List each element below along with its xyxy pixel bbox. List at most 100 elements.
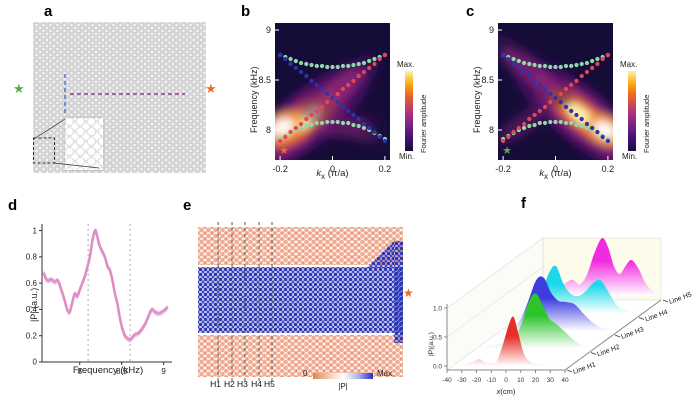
dots-bulk-band-upper (278, 52, 387, 70)
band-dot (584, 121, 590, 127)
phononic-lattice-photo (33, 22, 206, 173)
c-colorbar-label: Fourier amplitude (642, 94, 651, 153)
y-tick-label: 0.2 (26, 331, 38, 340)
c-x-axis-label: kx (π/a) (498, 168, 613, 181)
x-tick-label: -0.2 (495, 164, 511, 174)
dots-edge-state-blue (501, 52, 610, 144)
band-dot (563, 86, 569, 92)
band-dot (511, 129, 516, 135)
b-colorbar-min: Min. (399, 152, 415, 161)
c-xlabel-k: k (539, 168, 545, 179)
band-dot (574, 122, 579, 128)
band-dot (314, 120, 319, 126)
x-tick-label: -0.2 (272, 164, 288, 174)
band-dot (372, 61, 377, 67)
band-dot (548, 91, 553, 97)
b-colorbar-label: Fourier amplitude (419, 94, 428, 153)
depth-tick (662, 299, 669, 303)
dispersion-heatmap-b: 9 8.5 8 -0.2 0 0.2 ★ (258, 23, 391, 174)
band-dot (330, 119, 335, 125)
band-dot (600, 56, 605, 62)
band-dot (516, 65, 521, 71)
band-dot (330, 64, 335, 70)
b-xlabel-k: k (316, 168, 322, 179)
band-dot (501, 52, 506, 58)
y-tick-label: 1.0 (433, 305, 442, 312)
b-colorbar (405, 71, 413, 151)
line-label-Line-H3: Line H3 (620, 326, 645, 341)
band-dot (506, 56, 511, 62)
band-dot (579, 73, 584, 79)
x-tick-label: 40 (561, 377, 569, 384)
band-dot (340, 104, 346, 110)
in-plot-star: ★ (502, 145, 512, 157)
band-dot (537, 63, 542, 69)
e-colorbar-title: |P| (338, 382, 348, 391)
band-dot (361, 60, 367, 66)
band-dot (377, 134, 382, 140)
band-dot (351, 62, 356, 68)
ridge-Line-H5 (543, 237, 661, 296)
c-colorbar (628, 71, 636, 151)
band-dot (574, 78, 579, 84)
pressure-spectrum-curve (42, 229, 169, 341)
band-dot (527, 61, 532, 67)
heat-glow (339, 121, 378, 143)
panel-label-f: f (521, 195, 526, 212)
ridge-Line-H1 (447, 316, 565, 366)
band-dot (325, 91, 330, 97)
y-tick-label: 0.4 (26, 305, 38, 314)
heat-glow (316, 67, 365, 109)
band-dot (319, 104, 325, 110)
band-dot (304, 61, 309, 67)
band-dot (283, 56, 288, 62)
band-dot (288, 61, 293, 67)
band-dot (309, 112, 314, 118)
band-dot (563, 104, 569, 110)
d-x-axis-label: Frequency (kHz) (72, 365, 144, 376)
band-dot (548, 64, 553, 70)
orange-star-marker: ★ (205, 81, 217, 96)
band-dot (521, 121, 527, 127)
c-colorbar-max: Max. (620, 60, 638, 69)
inset-connector-top (33, 118, 66, 140)
band-dot (304, 73, 309, 79)
h-line-label-H5: H5 (264, 379, 275, 389)
band-dot (590, 58, 595, 64)
band-dot (569, 108, 574, 114)
depth-tick (566, 369, 573, 373)
band-dot (278, 52, 283, 58)
h-line-label-H2: H2 (224, 379, 235, 389)
band-dot (537, 108, 542, 114)
band-dot (382, 138, 387, 144)
curve-noise-echo (43, 231, 169, 343)
field-right-edge (394, 241, 403, 343)
band-dot (346, 82, 351, 88)
band-dot (361, 69, 367, 75)
heat-glow (594, 121, 613, 139)
x-tick-label: 8.5 (116, 367, 128, 376)
e-orange-star-marker: ★ (403, 286, 414, 300)
panel-label-d: d (8, 197, 18, 214)
band-dot (542, 86, 548, 92)
line-label-Line-H5: Line H5 (668, 291, 692, 306)
y-tick-label: 0.6 (26, 279, 38, 288)
depth-axis (564, 299, 662, 371)
band-dot (340, 86, 346, 92)
x-tick-label: -30 (457, 377, 467, 384)
band-dot (319, 86, 325, 92)
band-dot (314, 108, 319, 114)
band-dot (346, 120, 351, 126)
c-xlabel-sub: x (544, 171, 549, 181)
band-dot (346, 108, 351, 114)
band-dot (579, 123, 584, 129)
h-line-label-H1: H1 (210, 379, 221, 389)
depth-tick (590, 352, 597, 355)
band-dot (340, 63, 346, 69)
heat-glow (499, 108, 544, 142)
band-dot (351, 122, 356, 128)
x-tick-label: 0.2 (602, 164, 615, 174)
line-label-Line-H1: Line H1 (572, 361, 597, 376)
band-dot (569, 63, 574, 69)
f-y-axis-label: |P|(a.u.) (428, 332, 435, 356)
